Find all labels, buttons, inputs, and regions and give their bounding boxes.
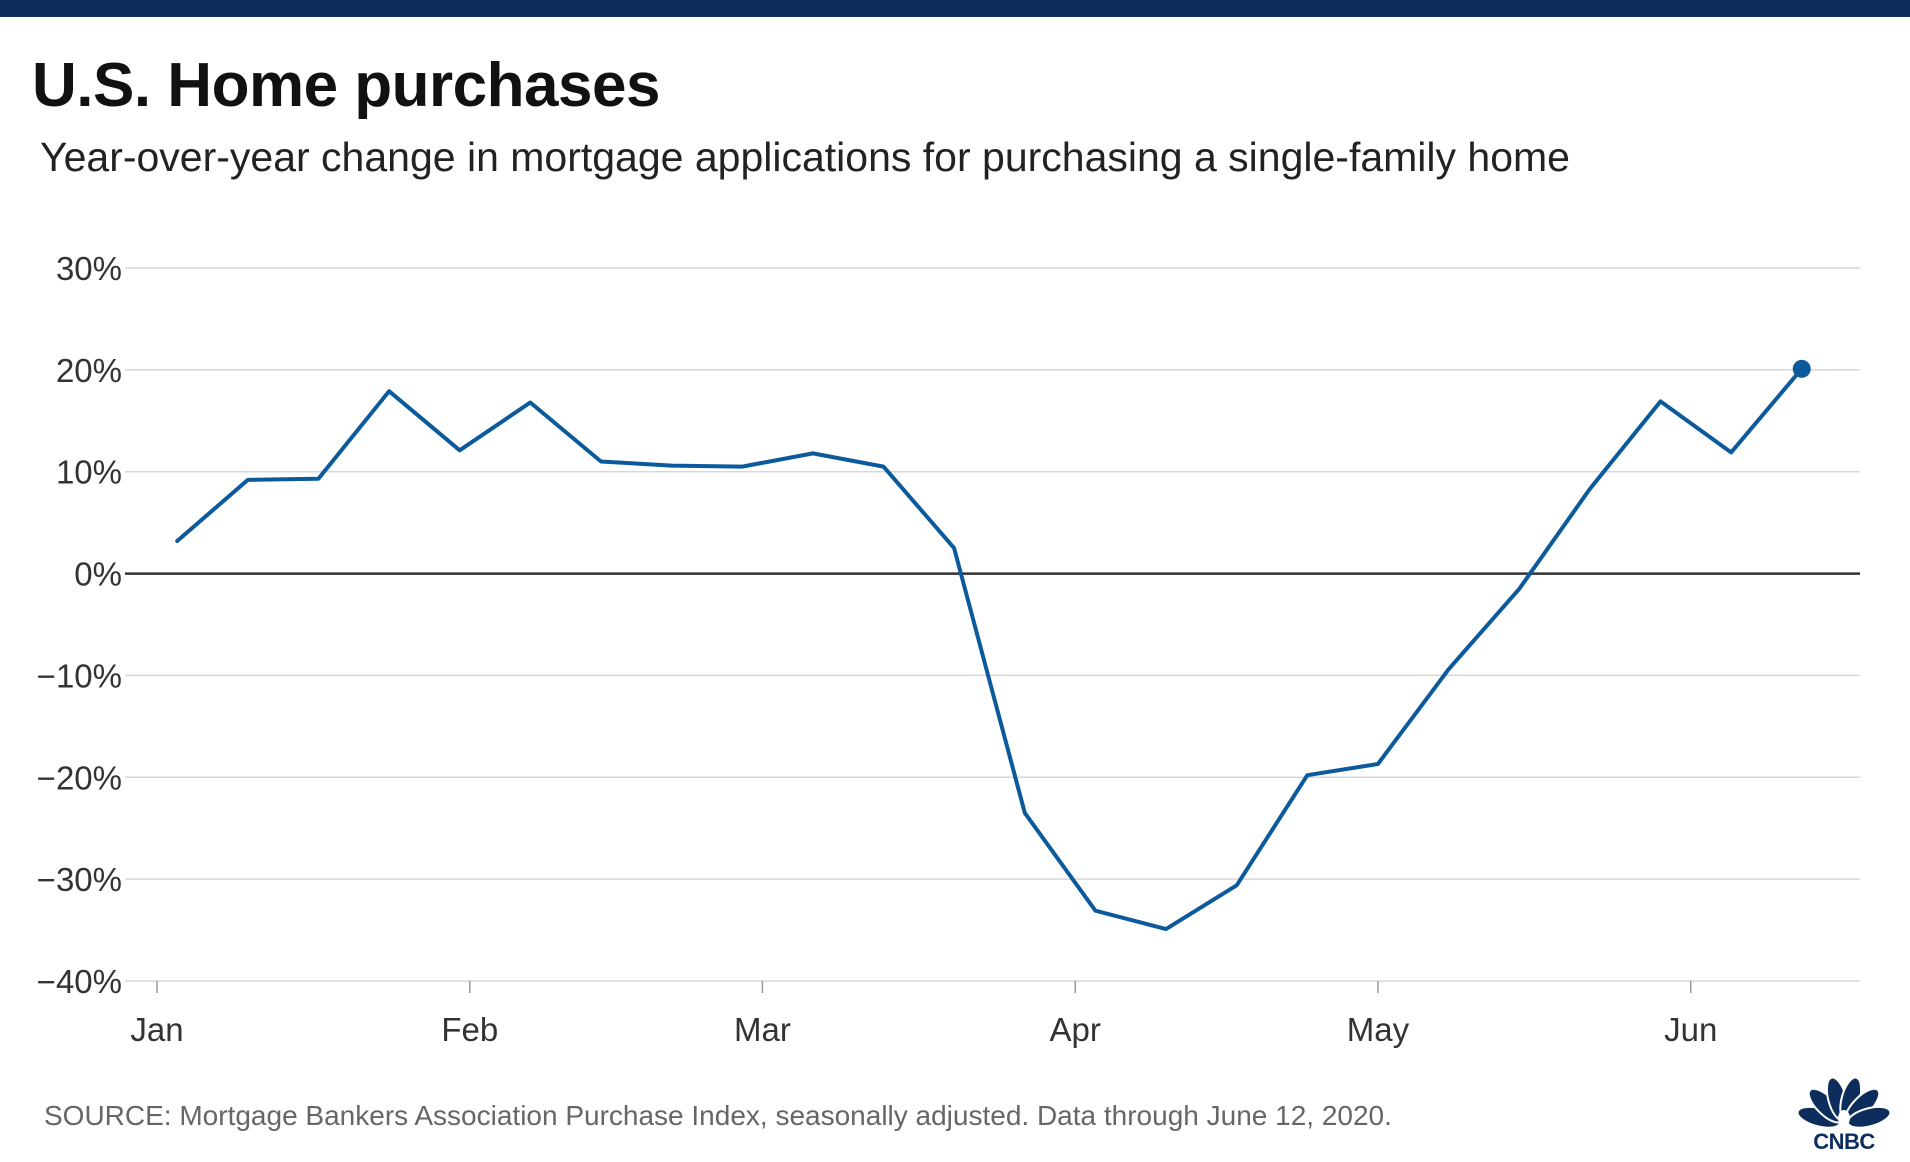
end-point-marker — [1792, 359, 1811, 378]
x-tick-label: May — [1347, 1011, 1410, 1048]
peacock-body — [1838, 1110, 1850, 1126]
cnbc-logo: CNBC — [1796, 1076, 1892, 1152]
y-tick-label: 0% — [74, 556, 122, 593]
source-note: SOURCE: Mortgage Bankers Association Pur… — [44, 1100, 1392, 1131]
x-tick-label: Mar — [734, 1011, 791, 1048]
x-tick-label: Jan — [130, 1011, 183, 1048]
x-tick-label: Apr — [1050, 1011, 1101, 1048]
x-axis: Jan Feb Mar Apr May Jun — [130, 981, 1717, 1048]
y-tick-label: −40% — [37, 963, 122, 1000]
series-line — [175, 366, 1804, 932]
logo-wordmark: CNBC — [1813, 1129, 1875, 1152]
y-tick-label: −20% — [37, 759, 122, 796]
y-tick-label: −10% — [37, 657, 122, 694]
line-chart: Jan Feb Mar Apr May Jun 30% 20% 10% 0% −10% −20% −3… — [37, 250, 1860, 1048]
y-axis: 30% 20% 10% 0% −10% −20% −30% −40% — [37, 250, 122, 1000]
gridlines — [125, 267, 1860, 982]
x-tick-label: Jun — [1664, 1011, 1717, 1048]
y-tick-label: 20% — [56, 352, 122, 389]
chart-title: U.S. Home purchases — [32, 51, 660, 120]
chart-subtitle: Year-over-year change in mortgage applic… — [40, 134, 1570, 180]
y-tick-label: −30% — [37, 861, 122, 898]
peacock-icon — [1796, 1076, 1892, 1129]
y-tick-label: 30% — [56, 250, 122, 287]
top-accent-bar — [0, 0, 1910, 17]
y-tick-label: 10% — [56, 454, 122, 491]
series-layer — [175, 359, 1811, 932]
x-tick-label: Feb — [441, 1011, 498, 1048]
